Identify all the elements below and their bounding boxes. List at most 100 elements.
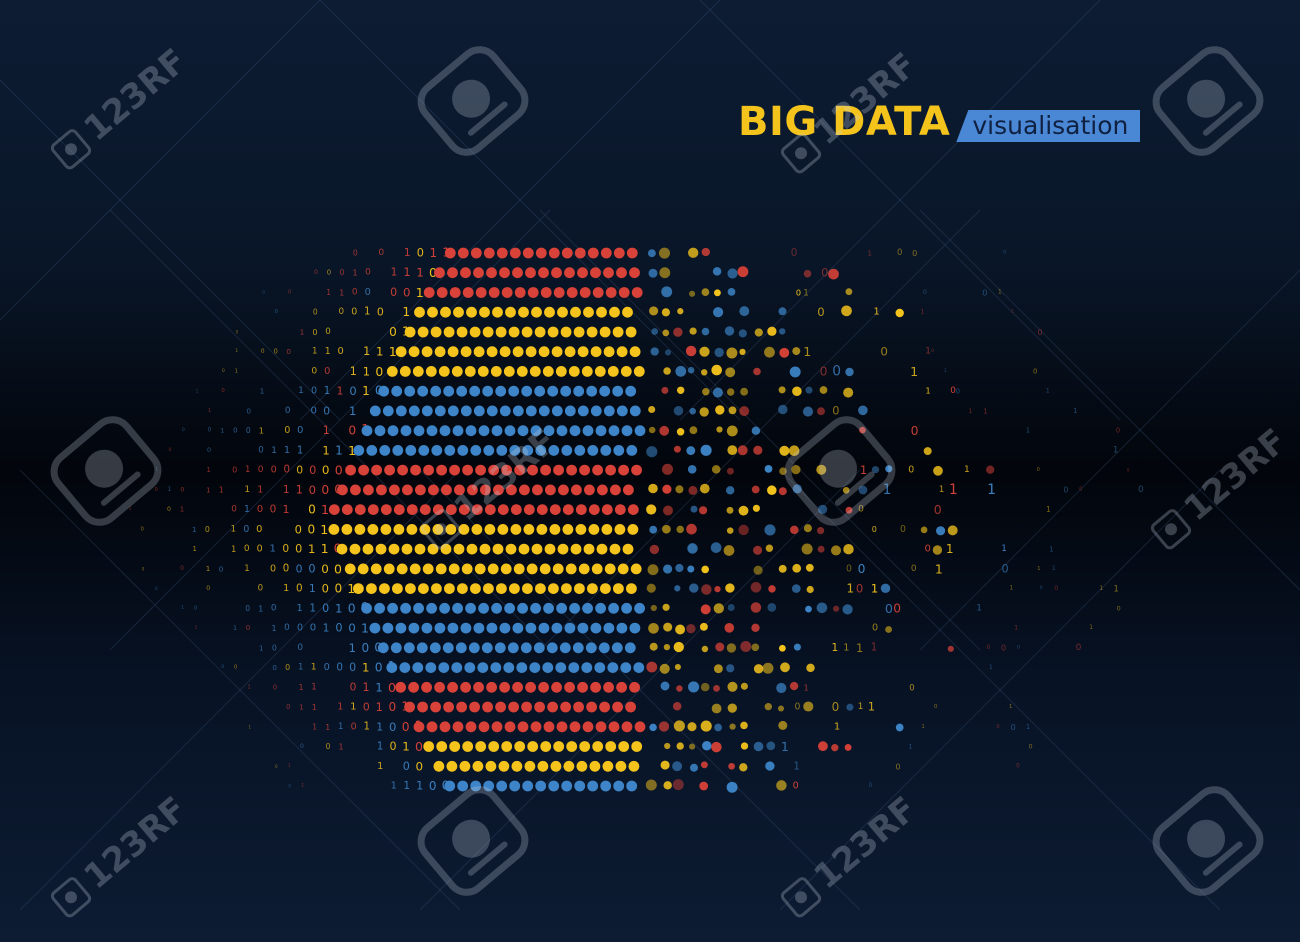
data-dot [496, 247, 508, 259]
binary-digit: 0 [326, 742, 331, 751]
data-dot [610, 484, 621, 496]
data-dot [345, 464, 356, 476]
data-dot [622, 543, 634, 555]
data-dot [645, 779, 657, 791]
data-dot [478, 602, 489, 614]
binary-digit: 0 [353, 249, 358, 258]
data-dot [661, 286, 673, 298]
diagonal-line [0, 79, 341, 421]
binary-digit: 1 [297, 603, 303, 614]
data-dot [715, 405, 725, 415]
binary-digit: 1 [320, 522, 328, 537]
data-dot [627, 524, 639, 535]
binary-digit: 1 [935, 561, 943, 576]
binary-digit: 0 [288, 290, 292, 296]
binary-digit: 0 [1038, 327, 1043, 337]
binary-digit: 0 [893, 601, 901, 615]
data-dot [553, 464, 564, 476]
data-dot [661, 386, 669, 394]
data-dot [700, 604, 711, 615]
data-dot [778, 720, 788, 730]
data-dot [595, 602, 606, 614]
data-dot [675, 485, 684, 494]
data-dot [561, 780, 573, 792]
data-dot [457, 583, 468, 594]
data-dot [521, 326, 533, 338]
binary-digit: 1 [1009, 704, 1012, 710]
data-dot [395, 681, 406, 693]
data-dot [575, 524, 587, 535]
binary-digit: 1 [1037, 566, 1040, 572]
data-dot [790, 525, 799, 535]
data-dot [753, 741, 764, 752]
data-dot [601, 504, 613, 515]
data-dot [540, 287, 552, 298]
data-dot [618, 741, 630, 752]
data-dot [532, 484, 543, 496]
data-dot [529, 662, 541, 673]
title-main: BIG DATA [738, 99, 951, 145]
binary-digit: 0 [275, 764, 278, 769]
data-dot [592, 464, 603, 476]
binary-digit: 1 [1089, 625, 1093, 631]
binary-digit: 1 [247, 684, 250, 690]
data-dot [467, 484, 478, 496]
data-dot [514, 464, 525, 476]
data-dot [817, 407, 825, 416]
binary-digit: 0 [311, 366, 317, 376]
data-dot [470, 583, 481, 594]
data-dot [465, 721, 477, 733]
data-dot [846, 703, 854, 711]
binary-digit: 1 [129, 506, 132, 512]
data-dot [699, 346, 710, 357]
binary-digit: 1 [362, 681, 369, 694]
data-dot [522, 780, 534, 792]
data-dot [497, 504, 509, 515]
binary-digit: 1 [416, 780, 423, 793]
data-dot [499, 405, 511, 417]
data-dot [570, 543, 582, 555]
data-dot [600, 445, 612, 456]
data-dot [457, 247, 469, 259]
data-dot [451, 662, 463, 673]
binary-digit: 0 [288, 784, 291, 789]
data-dot [738, 329, 747, 338]
data-dot [689, 407, 696, 415]
data-dot [392, 445, 404, 456]
data-dot [767, 485, 777, 495]
data-dot [603, 267, 614, 279]
binary-digit: 1 [309, 582, 316, 595]
binary-digit: 0 [388, 680, 396, 695]
data-dot [491, 721, 503, 733]
data-dot [674, 585, 681, 592]
data-dot [538, 681, 549, 693]
binary-digit: 1 [1052, 566, 1056, 572]
data-dot [574, 583, 585, 594]
data-dot [672, 779, 684, 791]
data-dot [509, 445, 521, 456]
data-dot [725, 486, 735, 495]
data-dot [522, 247, 534, 259]
data-dot [423, 741, 435, 752]
binary-digit: 0 [1116, 427, 1120, 435]
data-dot [561, 247, 573, 259]
binary-digit: 0 [388, 700, 396, 714]
data-dot [530, 425, 542, 437]
binary-digit: 1 [402, 740, 410, 754]
data-dot [551, 405, 563, 417]
data-dot [564, 346, 576, 358]
data-dot [497, 524, 509, 535]
data-dot [663, 367, 671, 375]
data-dot [452, 721, 464, 733]
binary-digit: 0 [169, 447, 172, 453]
data-dot [660, 760, 670, 770]
data-dot [754, 328, 763, 337]
data-dot [395, 346, 407, 358]
data-dot [367, 524, 379, 535]
data-dot [574, 780, 586, 792]
data-dot [712, 267, 722, 276]
data-dot [499, 622, 511, 634]
data-dot [819, 386, 828, 394]
data-dot [701, 288, 710, 296]
